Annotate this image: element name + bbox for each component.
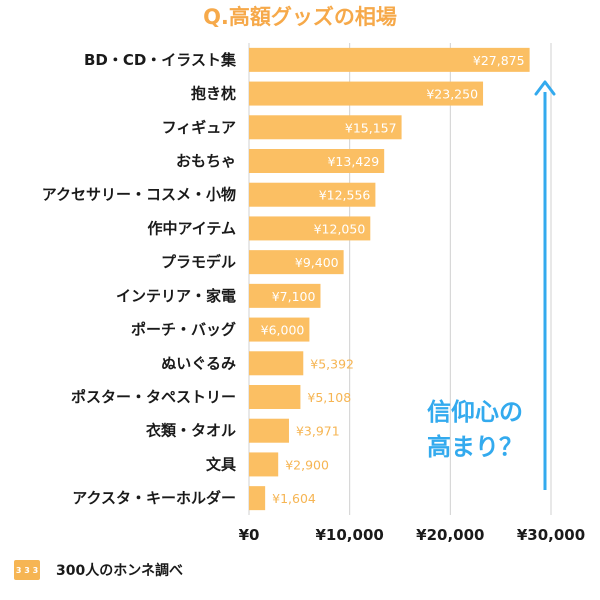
brand-logo: 3 3 3 [14,560,40,580]
category-label: アクセサリー・コスメ・小物 [42,186,236,204]
bar [249,250,344,275]
category-label: ぬいぐるみ [161,354,236,372]
bar [249,182,376,207]
value-label: ¥6,000 [261,323,305,338]
bar [249,47,530,72]
value-label: ¥3,971 [296,424,340,439]
value-label: ¥23,250 [426,87,478,102]
value-label: ¥2,900 [285,457,329,472]
bar [249,149,385,173]
category-label: 作中アイテム [147,219,236,237]
x-tick-label: ¥20,000 [416,526,484,544]
x-tick-label: ¥10,000 [316,526,384,544]
category-label: BD・CD・イラスト集 [84,51,237,69]
bar [249,317,310,342]
value-label: ¥15,157 [345,120,397,135]
value-label: ¥9,400 [295,255,339,270]
x-tick-label: ¥0 [239,526,260,544]
value-label: ¥12,050 [314,221,366,236]
bar [249,351,304,376]
bar [249,486,266,511]
value-label: ¥12,556 [319,188,371,203]
bar [249,283,321,308]
bar [249,115,402,140]
bar [249,385,301,409]
category-label: プラモデル [161,253,236,271]
brand-logo-text: 3 3 3 [16,566,38,575]
value-label: ¥13,429 [327,154,379,169]
value-label: ¥5,108 [307,390,351,405]
category-label: 衣類・タオル [146,422,236,440]
x-tick-label: ¥30,000 [517,526,585,544]
category-label: フィギュア [162,118,236,136]
value-label: ¥5,392 [310,356,354,371]
up-arrow-icon [534,80,556,490]
bar [249,418,289,443]
category-label: おもちゃ [176,152,236,170]
category-labels: BD・CD・イラスト集抱き枕フィギュアおもちゃアクセサリー・コスメ・小物作中アイ… [42,51,237,507]
bar [249,216,371,241]
category-label: ポスター・タペストリー [71,388,236,406]
value-label: ¥1,604 [272,491,316,506]
value-label: ¥27,875 [473,53,525,68]
bar [249,452,279,477]
category-label: アクスタ・キーホルダー [72,489,236,507]
category-label: ポーチ・バッグ [131,321,236,339]
x-tick-labels: ¥0 ¥10,000 ¥20,000 ¥30,000 [239,526,586,544]
source-note: 300人のホンネ調べ [56,562,183,579]
value-label: ¥7,100 [272,289,316,304]
category-label: 文具 [206,455,236,473]
annotation-line-2: 高まり？ [427,433,523,461]
chart-title: Q.高額グッズの相場 [203,5,397,29]
annotation-line-1: 信仰心の [427,398,523,426]
bars [249,47,530,511]
bar [249,81,484,106]
category-label: 抱き枕 [191,85,236,103]
value-labels: ¥27,875 ¥23,250 ¥15,157 ¥13,429 ¥12,556 ¥12,0… [261,53,525,506]
category-label: インテリア・家電 [116,287,236,305]
